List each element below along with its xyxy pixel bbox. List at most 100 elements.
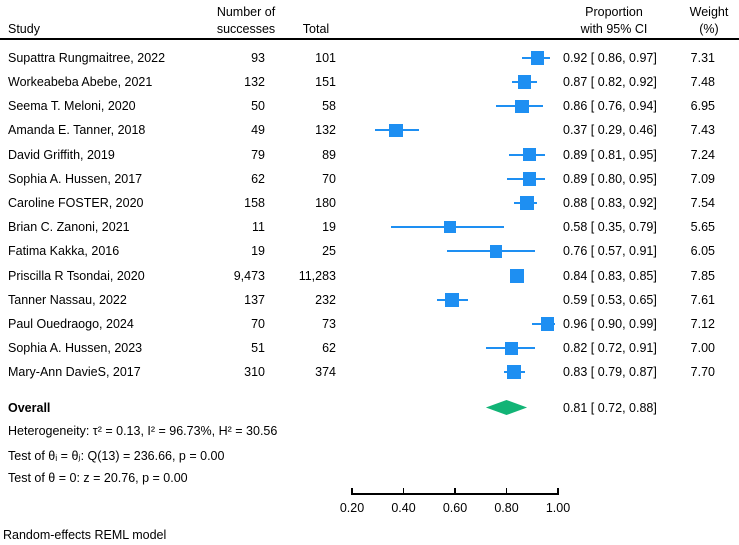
weight-value: 7.54 xyxy=(690,196,715,211)
weight-value: 7.48 xyxy=(690,75,715,90)
study-row: Fatima Kakka, 2016 19 25 0.76 [ 0.57, 0.91]… xyxy=(0,239,739,263)
study-row: Supattra Rungmaitree, 2022 93 101 0.92 [ 0.… xyxy=(0,46,739,70)
successes-value: 70 xyxy=(251,317,265,332)
total-value: 151 xyxy=(315,75,336,90)
overall-effect-test-stat: Test of θ = 0: z = 20.76, p = 0.00 xyxy=(8,470,188,485)
x-axis-tick xyxy=(454,488,456,494)
successes-value: 50 xyxy=(251,99,265,114)
effect-size-marker xyxy=(445,292,460,307)
effect-size-marker xyxy=(507,365,522,380)
total-value: 132 xyxy=(315,123,336,138)
ci-value: 0.76 [ 0.57, 0.91] xyxy=(563,244,657,259)
successes-value: 93 xyxy=(251,50,265,65)
weight-value: 7.31 xyxy=(690,50,715,65)
overall-ci-value: 0.81 [ 0.72, 0.88] xyxy=(563,400,657,415)
column-header-successes: Number of successes xyxy=(196,4,296,38)
study-row: Brian C. Zanoni, 2021 11 19 0.58 [ 0.35, 0.… xyxy=(0,215,739,239)
column-header-study: Study xyxy=(8,22,40,36)
successes-value: 79 xyxy=(251,147,265,162)
column-header-weight-line1: Weight xyxy=(689,5,729,19)
x-axis-tick-label: 0.60 xyxy=(442,501,468,515)
effect-size-marker xyxy=(520,196,535,211)
total-value: 58 xyxy=(322,99,336,114)
study-name: Workeabeba Abebe, 2021 xyxy=(8,75,153,90)
weight-value: 7.00 xyxy=(690,341,715,356)
study-name: Supattra Rungmaitree, 2022 xyxy=(8,50,166,65)
study-row: Amanda E. Tanner, 2018 49 132 0.37 [ 0.29, … xyxy=(0,118,739,142)
x-axis-tick-label: 1.00 xyxy=(545,501,571,515)
total-value: 25 xyxy=(322,244,336,259)
weight-value: 7.24 xyxy=(690,147,715,162)
study-name: Brian C. Zanoni, 2021 xyxy=(8,220,130,235)
study-name: Tanner Nassau, 2022 xyxy=(8,292,127,307)
overall-diamond xyxy=(485,400,528,415)
ci-value: 0.87 [ 0.82, 0.92] xyxy=(563,75,657,90)
ci-value: 0.96 [ 0.90, 0.99] xyxy=(563,317,657,332)
study-name: Amanda E. Tanner, 2018 xyxy=(8,123,146,138)
successes-value: 132 xyxy=(244,75,265,90)
weight-value: 7.43 xyxy=(690,123,715,138)
total-value: 70 xyxy=(322,171,336,186)
study-row: Caroline FOSTER, 2020 158 180 0.88 [ 0.83, … xyxy=(0,191,739,215)
effect-size-marker xyxy=(515,99,529,113)
study-name: Priscilla R Tsondai, 2020 xyxy=(8,268,145,283)
study-name: Fatima Kakka, 2016 xyxy=(8,244,120,259)
ci-value: 0.58 [ 0.35, 0.79] xyxy=(563,220,657,235)
x-axis-tick xyxy=(557,488,559,494)
ci-value: 0.59 [ 0.53, 0.65] xyxy=(563,292,657,307)
study-name: Paul Ouedraogo, 2024 xyxy=(8,317,134,332)
effect-size-marker xyxy=(443,221,456,234)
successes-value: 51 xyxy=(251,341,265,356)
total-value: 62 xyxy=(322,341,336,356)
effect-size-marker xyxy=(522,147,537,162)
ci-value: 0.82 [ 0.72, 0.91] xyxy=(563,341,657,356)
study-name: Mary-Ann DavieS, 2017 xyxy=(8,365,141,380)
x-axis-tick xyxy=(402,488,405,494)
total-value: 180 xyxy=(315,196,336,211)
column-header-successes-line2: successes xyxy=(216,22,276,36)
weight-value: 7.70 xyxy=(690,365,715,380)
ci-value: 0.89 [ 0.81, 0.95] xyxy=(563,147,657,162)
successes-value: 158 xyxy=(244,196,265,211)
study-name: Seema T. Meloni, 2020 xyxy=(8,99,136,114)
overall-label: Overall xyxy=(8,400,51,415)
successes-value: 137 xyxy=(244,292,265,307)
weight-value: 7.85 xyxy=(690,268,715,283)
successes-value: 62 xyxy=(251,171,265,186)
successes-value: 310 xyxy=(244,365,265,380)
study-name: Caroline FOSTER, 2020 xyxy=(8,196,144,211)
total-value: 89 xyxy=(322,147,336,162)
effect-size-marker xyxy=(540,317,555,331)
weight-value: 7.09 xyxy=(690,171,715,186)
total-value: 374 xyxy=(315,365,336,380)
column-header-proportion-line2: with 95% CI xyxy=(580,22,648,36)
successes-value: 19 xyxy=(251,244,265,259)
effect-size-marker xyxy=(517,75,532,89)
effect-size-marker xyxy=(522,172,537,186)
study-row: Sophia A. Hussen, 2017 62 70 0.89 [ 0.80, 0… xyxy=(0,167,739,191)
study-name: Sophia A. Hussen, 2017 xyxy=(8,171,143,186)
x-axis-tick xyxy=(505,488,508,494)
ci-value: 0.89 [ 0.80, 0.95] xyxy=(563,171,657,186)
weight-value: 6.95 xyxy=(690,99,715,114)
ci-value: 0.37 [ 0.29, 0.46] xyxy=(563,123,657,138)
effect-size-marker xyxy=(530,51,545,65)
study-row: Tanner Nassau, 2022 137 232 0.59 [ 0.53, 0.… xyxy=(0,288,739,312)
homogeneity-test-stat: Test of θᵢ = θⱼ: Q(13) = 236.66, p = 0.0… xyxy=(8,449,225,463)
ci-value: 0.84 [ 0.83, 0.85] xyxy=(563,268,657,283)
x-axis-tick-label: 0.40 xyxy=(391,501,416,515)
ci-value: 0.86 [ 0.76, 0.94] xyxy=(563,99,657,114)
ci-value: 0.83 [ 0.79, 0.87] xyxy=(563,365,657,380)
column-header-weight-line2: (%) xyxy=(699,22,719,36)
effect-size-marker xyxy=(509,268,524,283)
weight-value: 7.12 xyxy=(690,317,715,332)
overall-row: Overall 0.81 [ 0.72, 0.88] xyxy=(0,396,739,420)
effect-size-marker xyxy=(388,123,403,138)
x-axis-tick-label: 0.20 xyxy=(339,501,365,515)
column-header-weight: Weight (%) xyxy=(669,4,739,38)
ci-value: 0.92 [ 0.86, 0.97] xyxy=(563,50,657,65)
column-header-successes-line1: Number of xyxy=(216,5,276,19)
column-header-total: Total xyxy=(302,22,330,36)
study-row: Mary-Ann DavieS, 2017 310 374 0.83 [ 0.79, … xyxy=(0,360,739,384)
